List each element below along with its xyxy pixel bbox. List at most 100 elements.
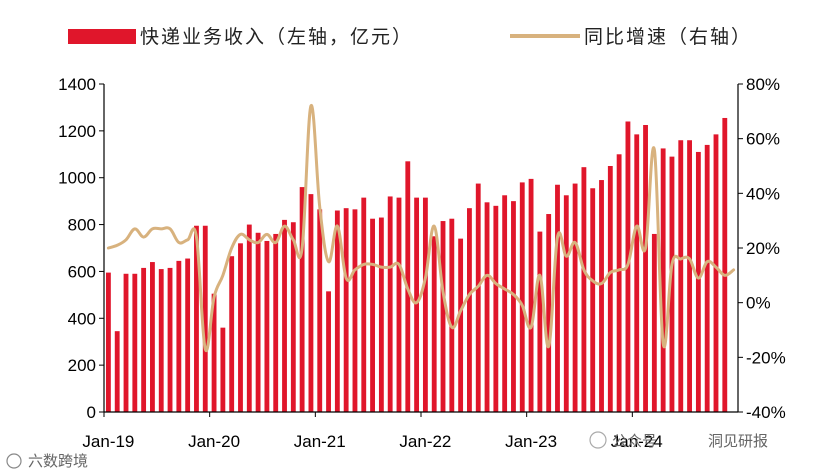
left-tick-label: 1400 [58,75,96,94]
bar [352,209,358,412]
bar [695,151,701,412]
bar [713,134,719,412]
bar [555,184,560,412]
bar [484,202,490,412]
growth-rate-line [106,104,736,353]
bar [669,156,675,412]
right-tick-label: 80% [746,75,780,94]
bar [361,197,367,412]
bar [158,269,164,412]
bar [528,178,534,412]
line-series-layer [106,104,736,353]
bar [502,195,508,412]
bar [255,232,261,412]
bar [229,256,235,412]
bar [132,273,138,412]
bar [704,144,710,412]
bar [343,208,349,412]
watermark: 六数跨境 公众号 洞见研报 [6,431,768,470]
right-tick-label: 60% [746,130,780,149]
left-tick-label: 600 [68,262,96,281]
bar [396,197,402,412]
left-tick-label: 200 [68,356,96,375]
bar [607,166,613,412]
watermark-middle-text: 公众号 [612,432,657,450]
bar [246,224,252,412]
bar [537,231,543,412]
bar [202,225,208,412]
left-tick-label: 800 [68,216,96,235]
bar [150,262,155,412]
bar [326,291,331,412]
bar [141,267,147,412]
bar [687,140,692,412]
right-tick-label: 40% [746,184,780,203]
legend-line-label: 同比增速（右轴） [584,26,752,48]
bar [422,197,428,412]
wechat-icon [589,431,607,449]
right-tick-label: 0% [746,294,771,313]
bar [651,233,657,412]
bar [678,140,684,412]
x-tick-label: Jan-22 [399,432,451,451]
bar [308,194,314,412]
left-axis-ticks: 0 200 400 600 800 1000 1200 1400 [58,75,104,422]
x-tick-label: Jan-21 [294,432,346,451]
legend-bar-swatch [68,29,136,44]
bar [414,197,420,412]
legend-bar-label: 快递业务收入（左轴，亿元） [140,26,413,48]
bar [458,238,464,412]
bar [176,260,182,412]
bar [194,225,199,412]
right-tick-label: -20% [746,348,786,367]
bar [440,221,446,412]
bar [123,273,129,412]
right-axis-ticks: -40% -20% 0% 20% 40% 60% 80% [738,75,786,422]
bar [643,125,648,412]
bar [387,196,393,412]
bar [546,214,552,412]
bar [519,182,525,412]
bar [264,240,270,412]
bar [299,187,305,412]
bar [185,258,191,412]
watermark-left-text: 六数跨境 [28,452,88,470]
bar [660,148,666,412]
bar [378,217,384,412]
right-tick-label: 20% [746,239,780,258]
left-tick-label: 0 [87,403,96,422]
bar [599,180,604,412]
bar [511,201,516,412]
bar [282,219,287,412]
bar [449,218,455,412]
bar [563,195,569,412]
bar [334,210,340,412]
bar [581,167,587,412]
bar [616,154,622,413]
x-tick-label: Jan-23 [505,432,557,451]
bar [105,272,111,412]
bar [317,209,323,412]
watermark-right-text: 洞见研报 [708,432,768,450]
x-tick-label: Jan-20 [188,432,240,451]
bar [467,208,472,412]
bar [722,117,728,412]
bar [238,243,243,412]
bar [211,293,217,412]
bar [475,183,481,412]
legend: 快递业务收入（左轴，亿元） 同比增速（右轴） [68,26,752,48]
bar [590,188,596,412]
bar [634,134,640,412]
bar [167,267,173,412]
x-axis-ticks: Jan-19 Jan-20 Jan-21 Jan-22 Jan-23 Jan-24 [82,412,663,451]
left-tick-label: 1200 [58,122,96,141]
x-tick-label: Jan-24 [611,432,663,451]
left-tick-label: 400 [68,309,96,328]
bar [273,233,279,412]
bar [370,218,375,412]
bar [493,205,499,412]
left-tick-label: 1000 [58,169,96,188]
right-tick-label: -40% [746,403,786,422]
bar [572,183,578,412]
